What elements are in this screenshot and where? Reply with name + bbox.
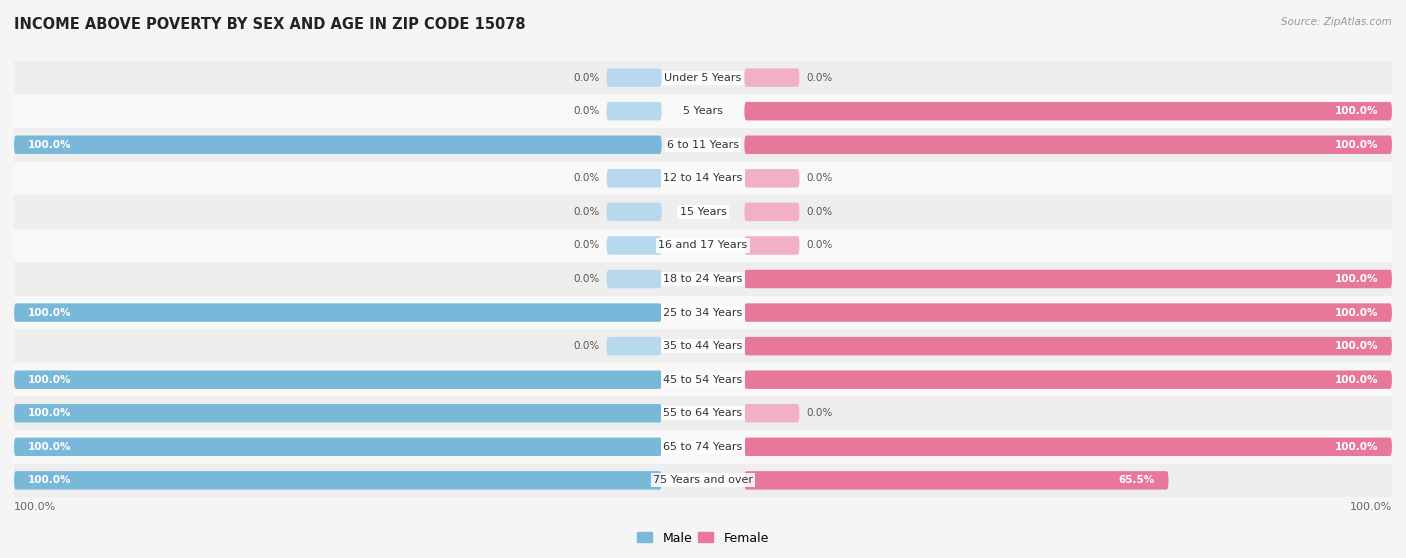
Text: 65 to 74 Years: 65 to 74 Years [664,442,742,452]
Bar [14,161,1392,195]
FancyBboxPatch shape [14,136,662,154]
FancyBboxPatch shape [744,69,800,87]
Text: 0.0%: 0.0% [574,274,599,284]
Bar [14,229,1392,262]
FancyBboxPatch shape [14,437,662,456]
FancyBboxPatch shape [14,304,662,322]
Text: 6 to 11 Years: 6 to 11 Years [666,140,740,150]
Text: 25 to 34 Years: 25 to 34 Years [664,307,742,318]
FancyBboxPatch shape [744,404,800,422]
FancyBboxPatch shape [606,337,662,355]
FancyBboxPatch shape [606,270,662,288]
FancyBboxPatch shape [14,471,662,489]
FancyBboxPatch shape [744,437,1392,456]
Bar [14,262,1392,296]
Text: 100.0%: 100.0% [1350,502,1392,512]
Text: 75 Years and over: 75 Years and over [652,475,754,485]
Text: 0.0%: 0.0% [574,73,599,83]
Text: 45 to 54 Years: 45 to 54 Years [664,374,742,384]
Text: 35 to 44 Years: 35 to 44 Years [664,341,742,351]
Bar [14,61,1392,94]
Text: 0.0%: 0.0% [807,174,832,184]
Text: INCOME ABOVE POVERTY BY SEX AND AGE IN ZIP CODE 15078: INCOME ABOVE POVERTY BY SEX AND AGE IN Z… [14,17,526,32]
Text: 100.0%: 100.0% [28,374,72,384]
Text: 0.0%: 0.0% [807,207,832,217]
Bar [14,128,1392,161]
FancyBboxPatch shape [14,404,662,422]
FancyBboxPatch shape [606,236,662,254]
Text: 100.0%: 100.0% [1334,442,1378,452]
FancyBboxPatch shape [744,471,1168,489]
Text: 65.5%: 65.5% [1119,475,1154,485]
Text: 100.0%: 100.0% [28,408,72,418]
Text: 16 and 17 Years: 16 and 17 Years [658,240,748,251]
Text: 0.0%: 0.0% [574,174,599,184]
Text: 15 Years: 15 Years [679,207,727,217]
Text: Source: ZipAtlas.com: Source: ZipAtlas.com [1281,17,1392,27]
Text: 5 Years: 5 Years [683,106,723,116]
Text: 100.0%: 100.0% [1334,106,1378,116]
FancyBboxPatch shape [606,69,662,87]
Text: 100.0%: 100.0% [1334,140,1378,150]
Text: 12 to 14 Years: 12 to 14 Years [664,174,742,184]
Bar [14,94,1392,128]
FancyBboxPatch shape [606,102,662,121]
Bar [14,464,1392,497]
FancyBboxPatch shape [606,169,662,187]
FancyBboxPatch shape [744,203,800,221]
FancyBboxPatch shape [606,203,662,221]
Text: 100.0%: 100.0% [1334,374,1378,384]
Text: 100.0%: 100.0% [28,442,72,452]
Text: 100.0%: 100.0% [14,502,56,512]
FancyBboxPatch shape [744,169,800,187]
Bar [14,430,1392,464]
Bar [14,329,1392,363]
Bar [14,195,1392,229]
Bar [14,363,1392,397]
Text: 100.0%: 100.0% [28,307,72,318]
Text: 100.0%: 100.0% [28,475,72,485]
Legend: Male, Female: Male, Female [633,527,773,550]
FancyBboxPatch shape [744,236,800,254]
Bar [14,397,1392,430]
FancyBboxPatch shape [744,270,1392,288]
FancyBboxPatch shape [744,102,1392,121]
Text: 100.0%: 100.0% [1334,274,1378,284]
Text: 18 to 24 Years: 18 to 24 Years [664,274,742,284]
FancyBboxPatch shape [744,136,1392,154]
Text: 55 to 64 Years: 55 to 64 Years [664,408,742,418]
Text: 0.0%: 0.0% [807,240,832,251]
Text: 0.0%: 0.0% [574,341,599,351]
Text: 0.0%: 0.0% [574,207,599,217]
Text: 0.0%: 0.0% [574,240,599,251]
Text: 0.0%: 0.0% [807,408,832,418]
Bar [14,296,1392,329]
FancyBboxPatch shape [744,371,1392,389]
FancyBboxPatch shape [744,337,1392,355]
Text: 0.0%: 0.0% [574,106,599,116]
FancyBboxPatch shape [744,304,1392,322]
Text: 100.0%: 100.0% [28,140,72,150]
Text: 100.0%: 100.0% [1334,307,1378,318]
FancyBboxPatch shape [14,371,662,389]
Text: 0.0%: 0.0% [807,73,832,83]
Text: 100.0%: 100.0% [1334,341,1378,351]
Text: Under 5 Years: Under 5 Years [665,73,741,83]
